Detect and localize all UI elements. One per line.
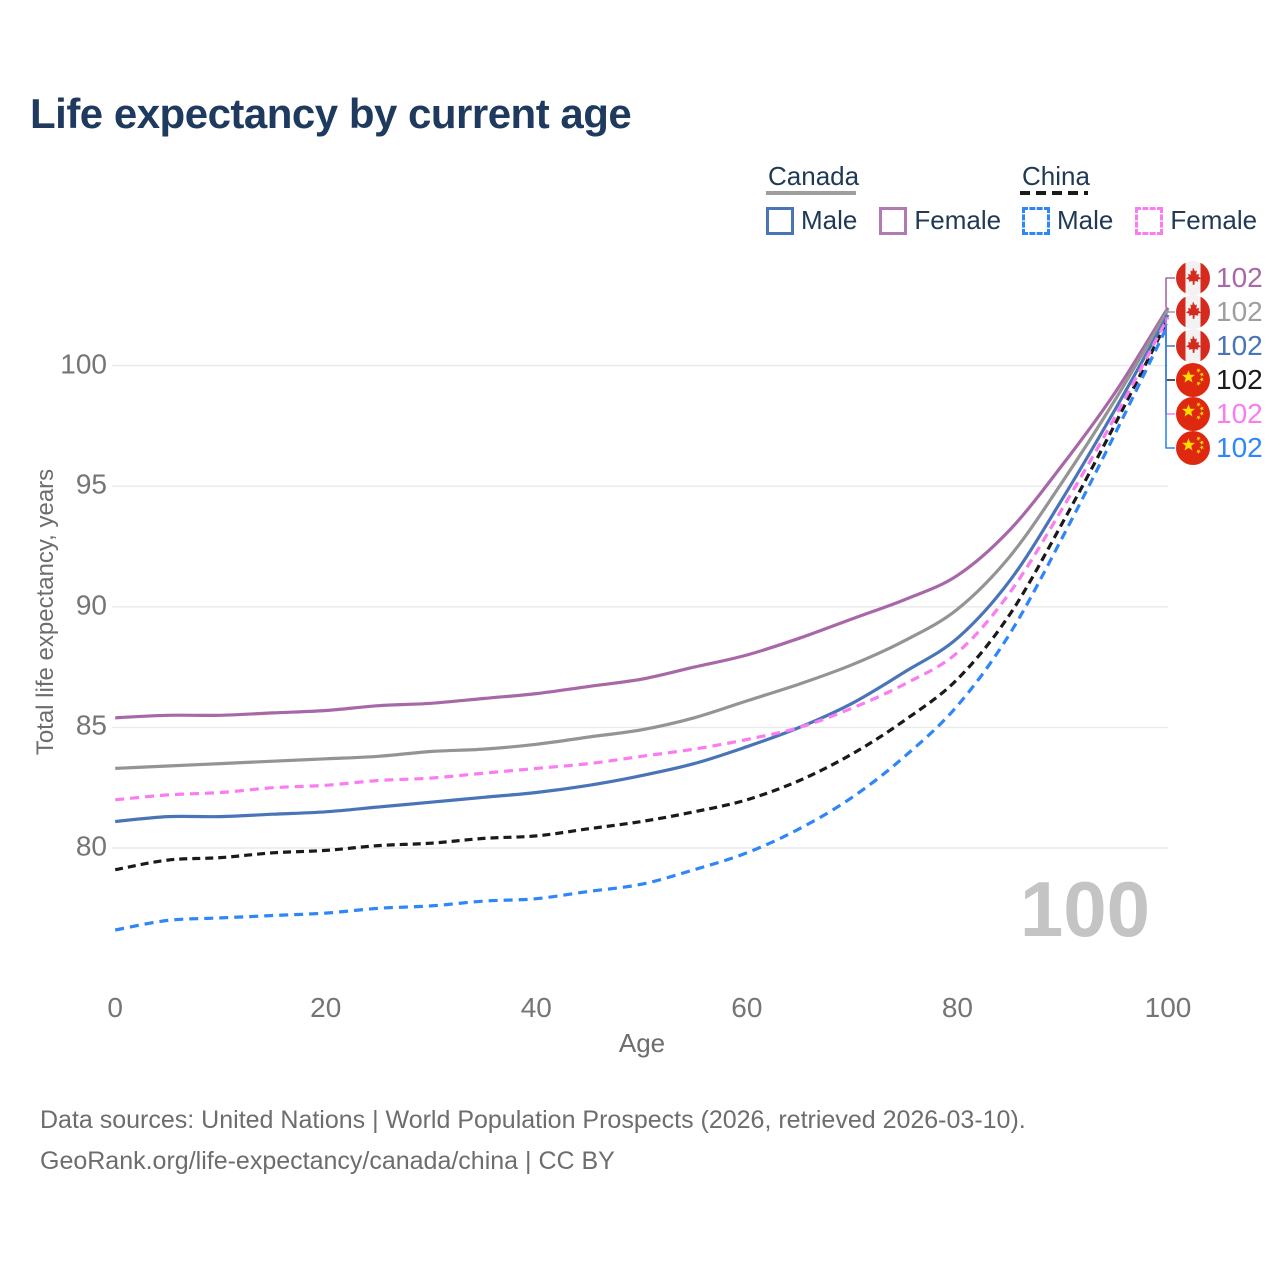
y-tick-label-80: 80 [75,830,107,862]
china-male-swatch-icon [1022,206,1050,235]
series-line-china-combined [114,319,1170,872]
end-label-row-canada: 102 [1176,329,1263,363]
legend-group-title-canada: Canada [768,161,860,191]
end-label-row-china: 102 [1176,431,1263,465]
end-label-value: 102 [1216,364,1263,395]
legend-item-canada-male[interactable]: Male [766,205,857,236]
end-label-row-canada: 102 [1176,261,1263,295]
china-flag-icon [1176,363,1210,397]
legend-label: Female [1170,205,1258,235]
canada-female-swatch-icon [879,206,908,235]
series-line-canada-combined [115,309,1170,770]
legend-label: Male [801,205,858,235]
x-tick-label-0: 0 [107,992,123,1023]
watermark-age-100: 100 [1019,865,1150,953]
canada-flag-icon [1176,295,1210,329]
legend-label: Female [914,205,1002,235]
china-flag-icon [1176,397,1210,431]
x-tick-label-20: 20 [310,992,342,1023]
page-title: Life expectancy by current age [30,90,632,137]
end-label-value: 102 [1216,398,1263,429]
china-flag-icon [1176,431,1210,465]
end-label-value: 102 [1216,432,1263,463]
series-line-canada-female [115,306,1170,720]
legend-label: Male [1057,205,1114,235]
y-tick-label-100: 100 [60,347,107,379]
footer-attribution: GeoRank.org/life-expectancy/canada/china… [40,1147,615,1175]
end-label-row-canada: 102 [1176,295,1263,329]
x-axis-title: Age [618,1028,666,1058]
end-label-value: 102 [1216,262,1263,293]
end-label-leader-canada-male [1165,314,1175,347]
series-line-china-female [115,316,1170,802]
y-tick-label-90: 90 [75,589,107,621]
legend-group-title-china: China [1022,161,1090,191]
series-line-canada-male [115,314,1170,824]
legend-item-china-female[interactable]: Female [1135,205,1257,236]
china-female-swatch-icon [1135,206,1164,235]
legend-canada-line-sample [766,191,856,195]
end-label-row-china: 102 [1176,363,1263,397]
legend-china-items: Male Female [1022,205,1279,236]
canada-male-swatch-icon [766,206,794,235]
legend-canada-items: Male Female [766,205,1023,236]
x-tick-label-40: 40 [520,992,552,1023]
footer-sources: Data sources: United Nations | World Pop… [40,1106,1026,1134]
y-tick-label-85: 85 [75,709,107,741]
y-tick-label-95: 95 [75,468,107,500]
legend-item-canada-female[interactable]: Female [879,205,1001,236]
end-label-leader-canada-combined [1165,310,1175,313]
x-tick-label-100: 100 [1144,992,1192,1023]
end-label-leader-china-male [1165,324,1175,449]
x-tick-label-60: 60 [731,992,763,1023]
canada-flag-icon [1176,329,1210,363]
canada-flag-icon [1176,261,1210,295]
end-label-value: 102 [1216,330,1263,361]
series-line-china-male [114,323,1170,932]
end-label-row-china: 102 [1176,397,1263,431]
x-tick-label-80: 80 [941,992,974,1023]
legend-item-china-male[interactable]: Male [1022,205,1113,236]
end-label-leader-canada-female [1165,277,1175,308]
end-label-value: 102 [1216,296,1263,327]
end-label-leader-china-combined [1165,319,1175,381]
legend-china-line-sample [1020,191,1088,195]
